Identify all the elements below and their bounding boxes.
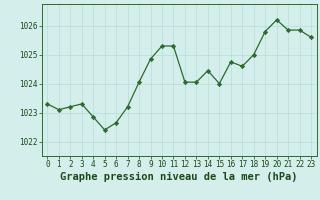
X-axis label: Graphe pression niveau de la mer (hPa): Graphe pression niveau de la mer (hPa)	[60, 172, 298, 182]
